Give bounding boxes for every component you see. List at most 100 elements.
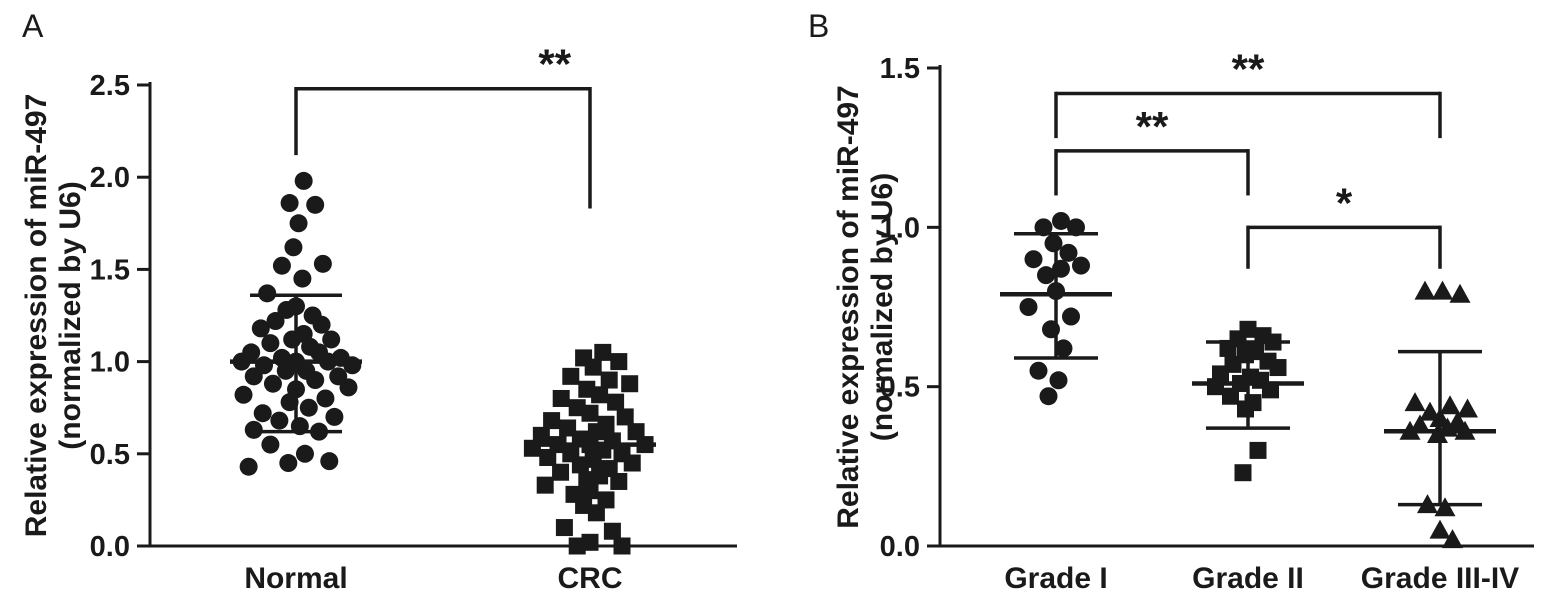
data-point-square	[555, 519, 573, 537]
data-point-square	[1219, 339, 1237, 357]
data-point-square	[536, 476, 554, 494]
significance-label: **	[1232, 45, 1265, 92]
data-point-square	[610, 353, 628, 371]
significance-bracket: **	[1054, 103, 1250, 196]
data-point-square	[568, 399, 586, 417]
y-tick-label: 1.5	[90, 254, 130, 286]
data-point-square	[610, 472, 628, 490]
x-category-label: Normal	[244, 562, 347, 595]
y-axis-title: (normalized by U6)	[54, 181, 87, 449]
y-tick-label: 0.0	[880, 531, 920, 563]
data-point-square	[523, 439, 541, 457]
data-point-square	[568, 537, 586, 555]
data-point-circle	[1019, 298, 1038, 316]
data-point-square	[1269, 359, 1287, 377]
data-point-circle	[1034, 218, 1053, 237]
significance-bracket: **	[1054, 45, 1442, 139]
data-point-circle	[251, 319, 270, 338]
data-point-circle	[316, 389, 335, 408]
data-point-circle	[325, 407, 344, 426]
data-point-circle	[313, 254, 332, 273]
data-point-circle	[280, 393, 299, 412]
y-axis-title: (normalized by U6)	[866, 173, 899, 441]
y-tick-label: 1.5	[880, 53, 920, 85]
data-point-square	[1207, 378, 1224, 396]
data-point-square	[591, 467, 609, 485]
data-point-circle	[234, 385, 253, 404]
data-point-circle	[258, 284, 277, 303]
data-point-square	[616, 408, 634, 426]
data-point-triangle	[1409, 414, 1431, 434]
panel-a-label: A	[22, 8, 44, 44]
data-point-square	[532, 426, 550, 444]
data-point-circle	[1059, 243, 1078, 262]
data-point-circle	[339, 378, 358, 397]
data-point-triangle	[1442, 529, 1463, 549]
y-tick-label: 0.5	[880, 372, 920, 404]
data-point-circle	[261, 334, 280, 353]
data-point-square	[587, 504, 605, 522]
data-point-square	[603, 522, 621, 540]
x-category-label: Grade III-IV	[1361, 562, 1519, 595]
data-point-triangle	[1419, 401, 1441, 421]
data-point-circle	[1037, 266, 1055, 285]
data-point-circle	[244, 420, 263, 439]
data-point-circle	[294, 171, 313, 190]
scatter-group-grade-ii	[1207, 320, 1287, 482]
data-point-circle	[320, 452, 339, 471]
y-axis-title: Relative expression of miR-497	[832, 85, 865, 529]
data-point-circle	[299, 398, 318, 417]
data-point-circle	[306, 195, 325, 214]
data-point-circle	[272, 256, 291, 275]
data-point-circle	[1054, 339, 1073, 358]
data-point-square	[562, 367, 580, 385]
data-point-square	[600, 371, 618, 389]
data-point-circle	[253, 404, 272, 423]
y-tick-label: 0.0	[90, 531, 130, 563]
data-point-circle	[261, 435, 280, 454]
data-point-circle	[1029, 361, 1048, 380]
y-tick-label: 0.5	[90, 439, 130, 471]
data-point-triangle	[1404, 392, 1426, 412]
data-point-square	[594, 343, 612, 361]
data-point-square	[581, 533, 599, 551]
data-point-circle	[284, 238, 303, 257]
x-category-label: Grade I	[1004, 562, 1107, 595]
data-point-circle	[280, 194, 299, 213]
data-point-circle	[293, 269, 312, 288]
significance-bracket: *	[1246, 179, 1442, 269]
data-point-circle	[1062, 307, 1080, 326]
data-point-square	[571, 456, 589, 474]
significance-label: **	[1136, 103, 1169, 150]
data-point-square	[543, 412, 561, 430]
data-point-square	[559, 419, 577, 437]
data-point-triangle	[1434, 497, 1456, 517]
data-point-triangle	[1429, 519, 1451, 539]
data-point-circle	[276, 361, 295, 380]
data-point-circle	[1024, 250, 1043, 269]
significance-label: **	[538, 41, 571, 88]
data-point-square	[591, 386, 609, 404]
y-axis-title: Relative expression of miR-497	[20, 94, 53, 538]
data-point-circle	[322, 330, 341, 349]
data-point-square	[578, 380, 596, 398]
significance-bracket: **	[294, 41, 592, 209]
data-point-square	[623, 454, 641, 472]
significance-label: *	[1336, 179, 1353, 226]
data-point-circle	[270, 411, 289, 430]
scatter-group-normal	[232, 171, 362, 476]
data-point-circle	[289, 214, 308, 233]
scatter-group-crc	[523, 343, 654, 555]
data-point-circle	[277, 300, 296, 319]
data-point-square	[607, 393, 625, 411]
data-point-square	[552, 389, 570, 407]
y-tick-label: 2.5	[90, 70, 130, 102]
y-tick-label: 1.0	[880, 212, 920, 244]
panel-a-plot: 0.0 0.5 1.0 1.5 2.0 2.5 Normal CRC ** Relative ex…	[20, 41, 737, 595]
data-point-circle	[1067, 218, 1085, 237]
data-point-square	[581, 482, 599, 500]
data-point-square	[539, 448, 557, 466]
data-point-square	[584, 358, 602, 376]
data-point-circle	[1039, 387, 1058, 406]
